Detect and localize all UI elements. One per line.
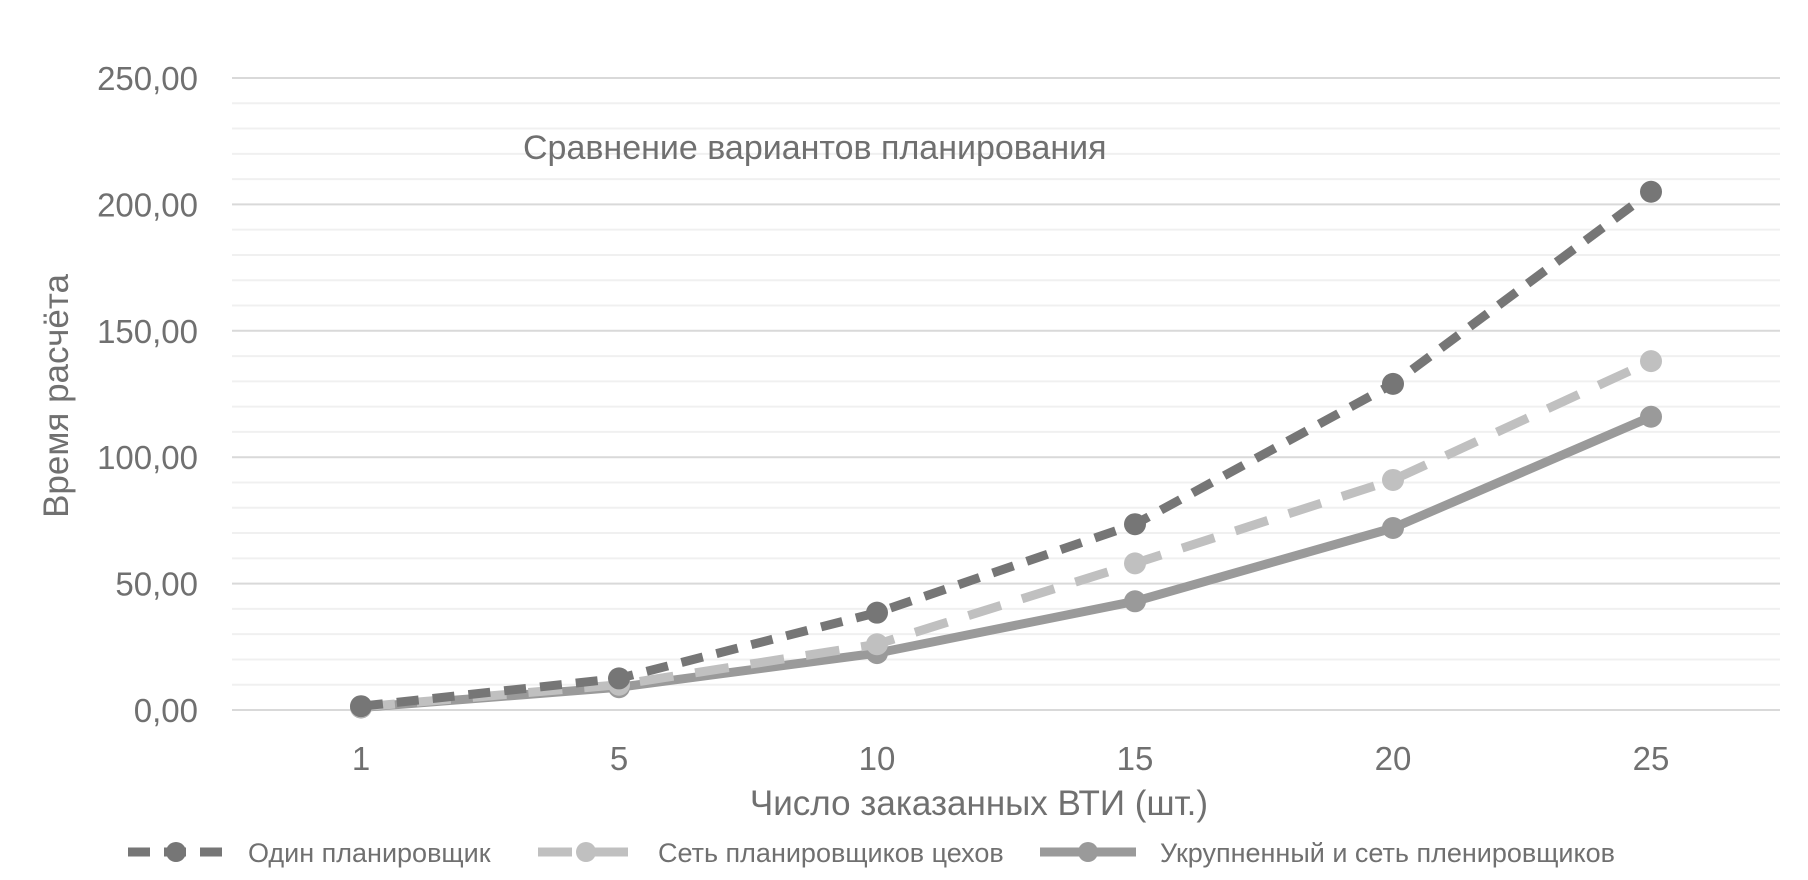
- legend-item: Один планировщик: [128, 838, 491, 868]
- legend-label: Сеть планировщиков цехов: [658, 838, 1004, 868]
- data-point: [1382, 372, 1404, 395]
- legend-label: Укрупненный и сеть пленировщиков: [1160, 838, 1615, 868]
- legend-marker: [1078, 842, 1098, 862]
- series-line: [360, 357, 1653, 712]
- legend-item: Сеть планировщиков цехов: [538, 838, 1004, 868]
- data-point: [350, 695, 372, 718]
- x-axis-label: Число заказанных ВТИ (шт.): [750, 784, 1208, 823]
- y-tick-label: 150,00: [97, 313, 198, 350]
- data-point: [1382, 516, 1404, 539]
- y-tick-label: 200,00: [97, 186, 198, 223]
- legend-label: Один планировщик: [248, 838, 491, 868]
- series-3: [350, 405, 1662, 719]
- series-layer: [350, 180, 1662, 719]
- y-axis-label: Время расчёта: [37, 274, 76, 518]
- major-gridlines: [232, 77, 1780, 711]
- y-tick-label: 100,00: [97, 439, 198, 476]
- x-tick-label: 15: [1117, 740, 1154, 777]
- chart-title: Сравнение вариантов планирования: [523, 129, 1107, 167]
- data-point: [866, 601, 888, 624]
- series-line: [360, 412, 1653, 712]
- y-tick-label: 50,00: [115, 566, 198, 603]
- x-tick-label: 20: [1375, 740, 1412, 777]
- data-point: [1640, 405, 1662, 428]
- y-tick-label: 0,00: [134, 692, 198, 729]
- series-1: [350, 180, 1662, 718]
- y-axis-tick-labels: 0,00 50,00 100,00 150,00 200,00 250,00: [97, 60, 198, 729]
- series-2: [350, 350, 1662, 718]
- data-point: [1640, 180, 1662, 203]
- series-line: [360, 188, 1654, 711]
- data-point: [866, 633, 888, 656]
- data-point: [1124, 590, 1146, 613]
- data-point: [1640, 350, 1662, 373]
- legend-item: Укрупненный и сеть пленировщиков: [1040, 838, 1615, 868]
- x-tick-label: 1: [352, 740, 370, 777]
- y-tick-label: 250,00: [97, 60, 198, 97]
- data-point: [1124, 513, 1146, 536]
- minor-gridlines: [232, 102, 1780, 686]
- legend-marker: [166, 842, 186, 862]
- data-point: [1382, 468, 1404, 491]
- x-tick-label: 10: [859, 740, 896, 777]
- x-tick-label: 25: [1633, 740, 1670, 777]
- legend-marker: [576, 842, 596, 862]
- x-tick-label: 5: [610, 740, 628, 777]
- data-point: [1124, 552, 1146, 575]
- x-axis-tick-labels: 1 5 10 15 20 25: [352, 740, 1670, 777]
- legend: Один планировщик Сеть планировщиков цехов…: [128, 838, 1615, 868]
- data-point: [608, 667, 630, 690]
